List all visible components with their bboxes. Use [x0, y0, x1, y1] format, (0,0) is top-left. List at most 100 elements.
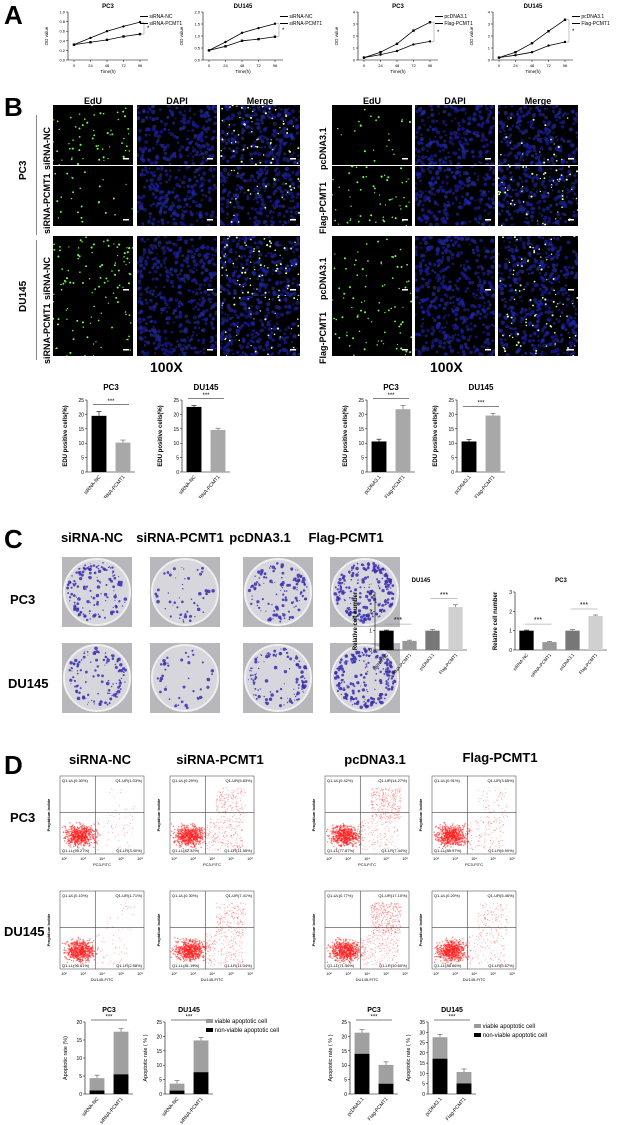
svg-text:0: 0	[451, 470, 454, 476]
micro-right-r2-merge	[498, 236, 578, 296]
svg-text:5: 5	[176, 456, 179, 462]
line-chart-pc3-flag: PC3 0 1 2 3 4 0 24 48 72 96 Time(h) OD value *	[334, 4, 440, 74]
svg-text:siRNA-PCMT1: siRNA-PCMT1	[196, 474, 222, 498]
svg-text:siRNA-NC: siRNA-NC	[83, 474, 103, 496]
bracket-du145	[36, 240, 37, 360]
svg-text:25: 25	[78, 398, 84, 404]
flow-plot-r0-c2: Q1-UL(0.42%) Q1-UR(14.27%) Q1-LL(77.87%) Q1…	[309, 772, 429, 872]
svg-text:DU145: DU145	[469, 383, 494, 392]
legend-swatch-nonviable-2	[474, 1033, 481, 1038]
svg-text:96: 96	[428, 63, 433, 68]
bar-chart-edu-du145-flag: DU145 0 5 10 15 20 25 EDU positive cells(%) pcDN…	[433, 383, 505, 498]
svg-text:Flag-PCMT1: Flag-PCMT1	[474, 474, 497, 498]
svg-text:1: 1	[488, 46, 491, 51]
micro-right-r1-edu	[332, 166, 412, 226]
svg-text:0: 0	[208, 63, 211, 68]
row-d-du145: DU145	[4, 924, 45, 939]
svg-text:72: 72	[256, 63, 261, 68]
panel-d-label: D	[4, 750, 23, 780]
legend-a2: pcDNA3.1 Flag-PCMT1	[435, 14, 473, 28]
row-label-sirna-pcmt1-2: siRNA-PCMT1	[42, 303, 52, 364]
col-head-dapi-right: DAPI	[444, 96, 466, 106]
svg-text:1: 1	[353, 46, 356, 51]
row-label-pcdna: pcDNA3.1	[318, 127, 328, 170]
cellline-du145-label: DU145	[18, 280, 29, 312]
micro-right-r1-merge	[498, 166, 578, 226]
svg-text:0.4: 0.4	[59, 38, 65, 43]
svg-text:2: 2	[488, 34, 491, 39]
flow-plot-r1-c1: Q1-UL(0.30%) Q1-UR(7.41%) Q1-LL(81.19%) Q1-…	[154, 887, 274, 987]
svg-text:EDU positive cells(%): EDU positive cells(%)	[433, 405, 439, 466]
micro-left-r1-edu	[53, 166, 133, 226]
svg-text:Flag-PCMT1: Flag-PCMT1	[384, 474, 407, 498]
svg-text:96: 96	[273, 63, 278, 68]
svg-text:PC3: PC3	[102, 4, 114, 10]
colony-dish-r0-c3	[330, 557, 400, 627]
svg-text:DU145: DU145	[524, 4, 543, 10]
svg-text:siRNA-NC: siRNA-NC	[178, 474, 198, 496]
legend-swatch-viable	[206, 1019, 213, 1024]
svg-text:15: 15	[78, 427, 84, 433]
line-chart-du145-sirna: DU145 0.0 0.5 1.0 1.5 2.0 0 24 48 72 96 Time(h) OD v…	[179, 4, 285, 74]
svg-text:PC3: PC3	[103, 383, 119, 392]
micro-right-r3-edu	[332, 296, 412, 356]
row-c-pc3: PC3	[10, 592, 36, 607]
svg-text:96: 96	[138, 63, 143, 68]
svg-text:25: 25	[173, 398, 179, 404]
svg-text:***: ***	[477, 401, 485, 407]
svg-text:*: *	[282, 28, 285, 34]
micro-right-r2-dapi	[415, 236, 495, 296]
svg-text:20: 20	[78, 412, 84, 418]
svg-text:0: 0	[353, 58, 356, 63]
svg-text:10: 10	[358, 441, 364, 447]
col-head-dapi: DAPI	[166, 96, 188, 106]
svg-text:EDU positive cells(%): EDU positive cells(%)	[343, 405, 349, 466]
svg-text:5: 5	[361, 456, 364, 462]
svg-text:1.0: 1.0	[194, 34, 200, 39]
colony-dish-r0-c2	[243, 557, 313, 627]
svg-text:15: 15	[358, 427, 364, 433]
micro-left-r2-merge	[220, 236, 300, 296]
col-d-sirna-nc: siRNA-NC	[68, 752, 132, 767]
micro-right-r0-merge	[498, 105, 578, 165]
svg-text:15: 15	[448, 427, 454, 433]
svg-text:24: 24	[378, 63, 383, 68]
svg-text:Time(h): Time(h)	[525, 69, 541, 74]
line-chart-pc3-sirna: PC3 0.0 0.2 0.4 0.6 0.8 1.0 0 24 48 72 96 Time(h) OD …	[44, 4, 150, 74]
col-d-sirna-pcmt1: siRNA-PCMT1	[176, 752, 264, 767]
legend-swatch-nonviable	[206, 1028, 213, 1033]
svg-text:24: 24	[88, 63, 93, 68]
svg-text:0.5: 0.5	[194, 46, 200, 51]
svg-text:0.2: 0.2	[59, 48, 65, 53]
legend-a1: siRNA-NC siRNA-PCMT1	[280, 14, 322, 28]
svg-text:DU145: DU145	[234, 4, 253, 10]
micro-left-r3-merge	[220, 296, 300, 356]
micro-right-r1-dapi	[415, 166, 495, 226]
row-label-sirna-nc: siRNA-NC	[42, 126, 52, 170]
svg-text:5: 5	[81, 456, 84, 462]
col-c-sirna-pcmt1: siRNA-PCMT1	[136, 530, 224, 545]
svg-text:72: 72	[121, 63, 126, 68]
legend-swatch-viable-2	[474, 1024, 481, 1029]
svg-text:0: 0	[488, 58, 491, 63]
row-c-du145: DU145	[8, 676, 49, 691]
micro-left-r0-edu	[53, 105, 133, 165]
panel-a-label: A	[4, 0, 23, 30]
magnification-left: 100X	[150, 359, 183, 375]
svg-text:EDU positive cells(%): EDU positive cells(%)	[158, 405, 164, 466]
col-head-edu: EdU	[84, 96, 102, 106]
svg-text:OD value: OD value	[334, 26, 339, 45]
micro-left-r0-dapi	[137, 105, 217, 165]
micro-left-r2-edu	[53, 236, 133, 296]
svg-text:15: 15	[173, 427, 179, 433]
svg-text:1.0: 1.0	[59, 10, 65, 15]
svg-text:2: 2	[353, 34, 356, 39]
cellline-pc3-label: PC3	[18, 160, 29, 180]
svg-text:2.0: 2.0	[194, 10, 200, 15]
svg-text:DU145: DU145	[194, 383, 219, 392]
svg-text:*: *	[572, 29, 575, 35]
row-label-flag-2: Flag-PCMT1	[318, 311, 328, 364]
svg-text:0: 0	[363, 63, 366, 68]
